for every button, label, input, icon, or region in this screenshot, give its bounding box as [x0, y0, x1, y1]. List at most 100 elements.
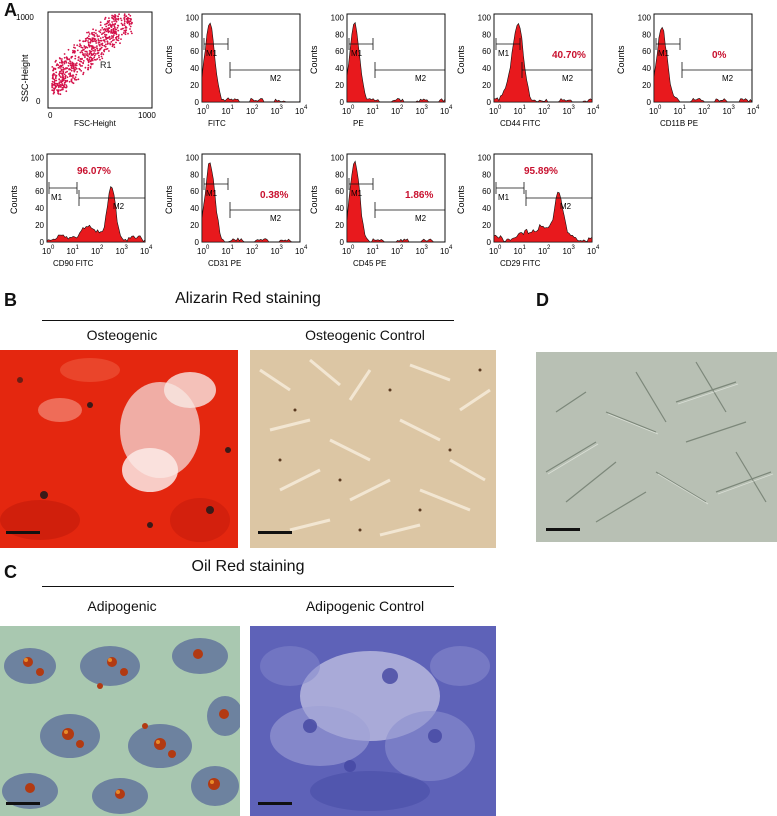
scatter-dot — [86, 58, 89, 61]
scatter-dot — [74, 47, 76, 49]
scatter-dot — [123, 13, 126, 16]
histogram-x-tick-exponent: 0 — [206, 105, 210, 111]
scatter-dot — [115, 37, 118, 39]
scatter-dot — [109, 38, 111, 41]
scatter-dot — [109, 24, 112, 26]
histogram-x-tick: 10 — [42, 247, 51, 256]
scatter-dot — [100, 53, 103, 56]
scatter-dot — [123, 20, 126, 23]
scatter-dot — [118, 34, 120, 36]
scatter-dot — [114, 28, 117, 31]
scatter-dot — [54, 85, 57, 87]
scatter-dot — [63, 62, 66, 65]
histogram-y-tick: 100 — [31, 153, 45, 162]
scatter-dot — [123, 14, 126, 17]
histogram-x-tick: 10 — [391, 247, 400, 256]
gate-m2-label: M2 — [562, 74, 574, 83]
scatter-dot — [106, 41, 109, 43]
scatter-dot — [95, 32, 97, 35]
gate-m2-label: M2 — [415, 74, 427, 83]
histogram-y-tick: 60 — [335, 187, 344, 196]
histogram-x-tick: 10 — [440, 107, 449, 116]
gate-m1 — [203, 38, 229, 50]
scatter-dot — [70, 69, 73, 72]
scatter-dot — [96, 35, 99, 38]
scatter-dot — [64, 79, 67, 82]
scatter-dot — [85, 39, 87, 42]
histogram-percent: 0.38% — [260, 190, 288, 201]
scatter-dot — [123, 32, 125, 34]
scatter-dot — [126, 20, 129, 23]
gate-m1-label: M1 — [498, 193, 510, 202]
scatter-dot — [87, 59, 89, 62]
scatter-dot — [62, 68, 65, 71]
scatter-dot — [119, 17, 122, 20]
histogram-x-tick-exponent: 3 — [572, 245, 576, 251]
scatter-dot — [121, 23, 124, 26]
histogram-y-tick: 80 — [35, 170, 44, 179]
scatter-dot — [51, 80, 54, 83]
histogram-x-tick-exponent: 3 — [572, 105, 576, 111]
scatter-dot — [106, 28, 108, 30]
scatter-dot — [125, 15, 128, 18]
scatter-dot — [100, 55, 103, 58]
scatter-dot — [82, 73, 84, 76]
osteogenic-scalebar — [6, 531, 40, 534]
scatter-dots — [51, 13, 133, 96]
scatter-dot — [55, 74, 58, 77]
scatter-dot — [95, 42, 98, 44]
scatter-dot — [96, 47, 99, 50]
scatter-dot — [56, 63, 59, 66]
scatter-dot — [91, 33, 94, 36]
histogram-x-tick-exponent: 0 — [498, 105, 502, 111]
scatter-dot — [68, 58, 71, 61]
histogram-x-tick: 10 — [91, 247, 100, 256]
gate-m1 — [655, 38, 681, 50]
histogram-x-tick: 10 — [649, 107, 658, 116]
histogram-x-tick-exponent: 1 — [523, 105, 527, 111]
scatter-dot — [110, 37, 113, 39]
scatter-dot — [117, 18, 119, 21]
scatter-dot — [104, 23, 106, 26]
scatter-dot — [101, 33, 103, 36]
histogram-x-tick: 10 — [271, 107, 280, 116]
scatter-dot — [59, 80, 62, 82]
histogram-y-tick: 80 — [335, 30, 344, 39]
alizarin-title: Alizarin Red staining — [175, 290, 321, 307]
scatter-dot — [112, 36, 114, 39]
scatter-dot — [59, 86, 62, 88]
histogram-y-tick: 80 — [482, 170, 491, 179]
histogram-x-tick: 10 — [514, 107, 523, 116]
scatter-dot — [72, 82, 75, 85]
scatter-dot — [126, 18, 129, 21]
scatter-dot — [59, 93, 62, 96]
histogram-x-label: FITC — [208, 119, 226, 128]
histogram-x-tick: 10 — [295, 107, 304, 116]
scatter-dot — [81, 51, 84, 54]
histogram-y-tick: 80 — [190, 30, 199, 39]
histogram-x-label: CD44 FITC — [500, 119, 541, 128]
scatter-dot — [105, 43, 107, 46]
scatter-dot — [104, 28, 107, 31]
osteogenic-control-scalebar — [258, 531, 292, 534]
scatter-dot — [109, 42, 111, 45]
scatter-dot — [78, 39, 81, 42]
scatter-dot — [60, 72, 63, 75]
histogram-x-label: CD45 PE — [353, 259, 386, 268]
scatter-dot — [100, 46, 103, 49]
scatter-dot — [120, 38, 122, 40]
scatter-dot — [84, 38, 87, 40]
scatter-dot — [131, 32, 133, 35]
gate-m1 — [495, 38, 521, 50]
scatter-dot — [117, 29, 120, 32]
scatter-dot — [108, 17, 110, 19]
scatter-dot — [91, 40, 94, 43]
histogram-x-tick: 10 — [342, 107, 351, 116]
scatter-dot — [95, 59, 97, 61]
scatter-dot — [65, 90, 68, 93]
scatter-dot — [90, 52, 93, 55]
scatter-dot — [73, 44, 76, 46]
scatter-dot — [115, 38, 118, 41]
